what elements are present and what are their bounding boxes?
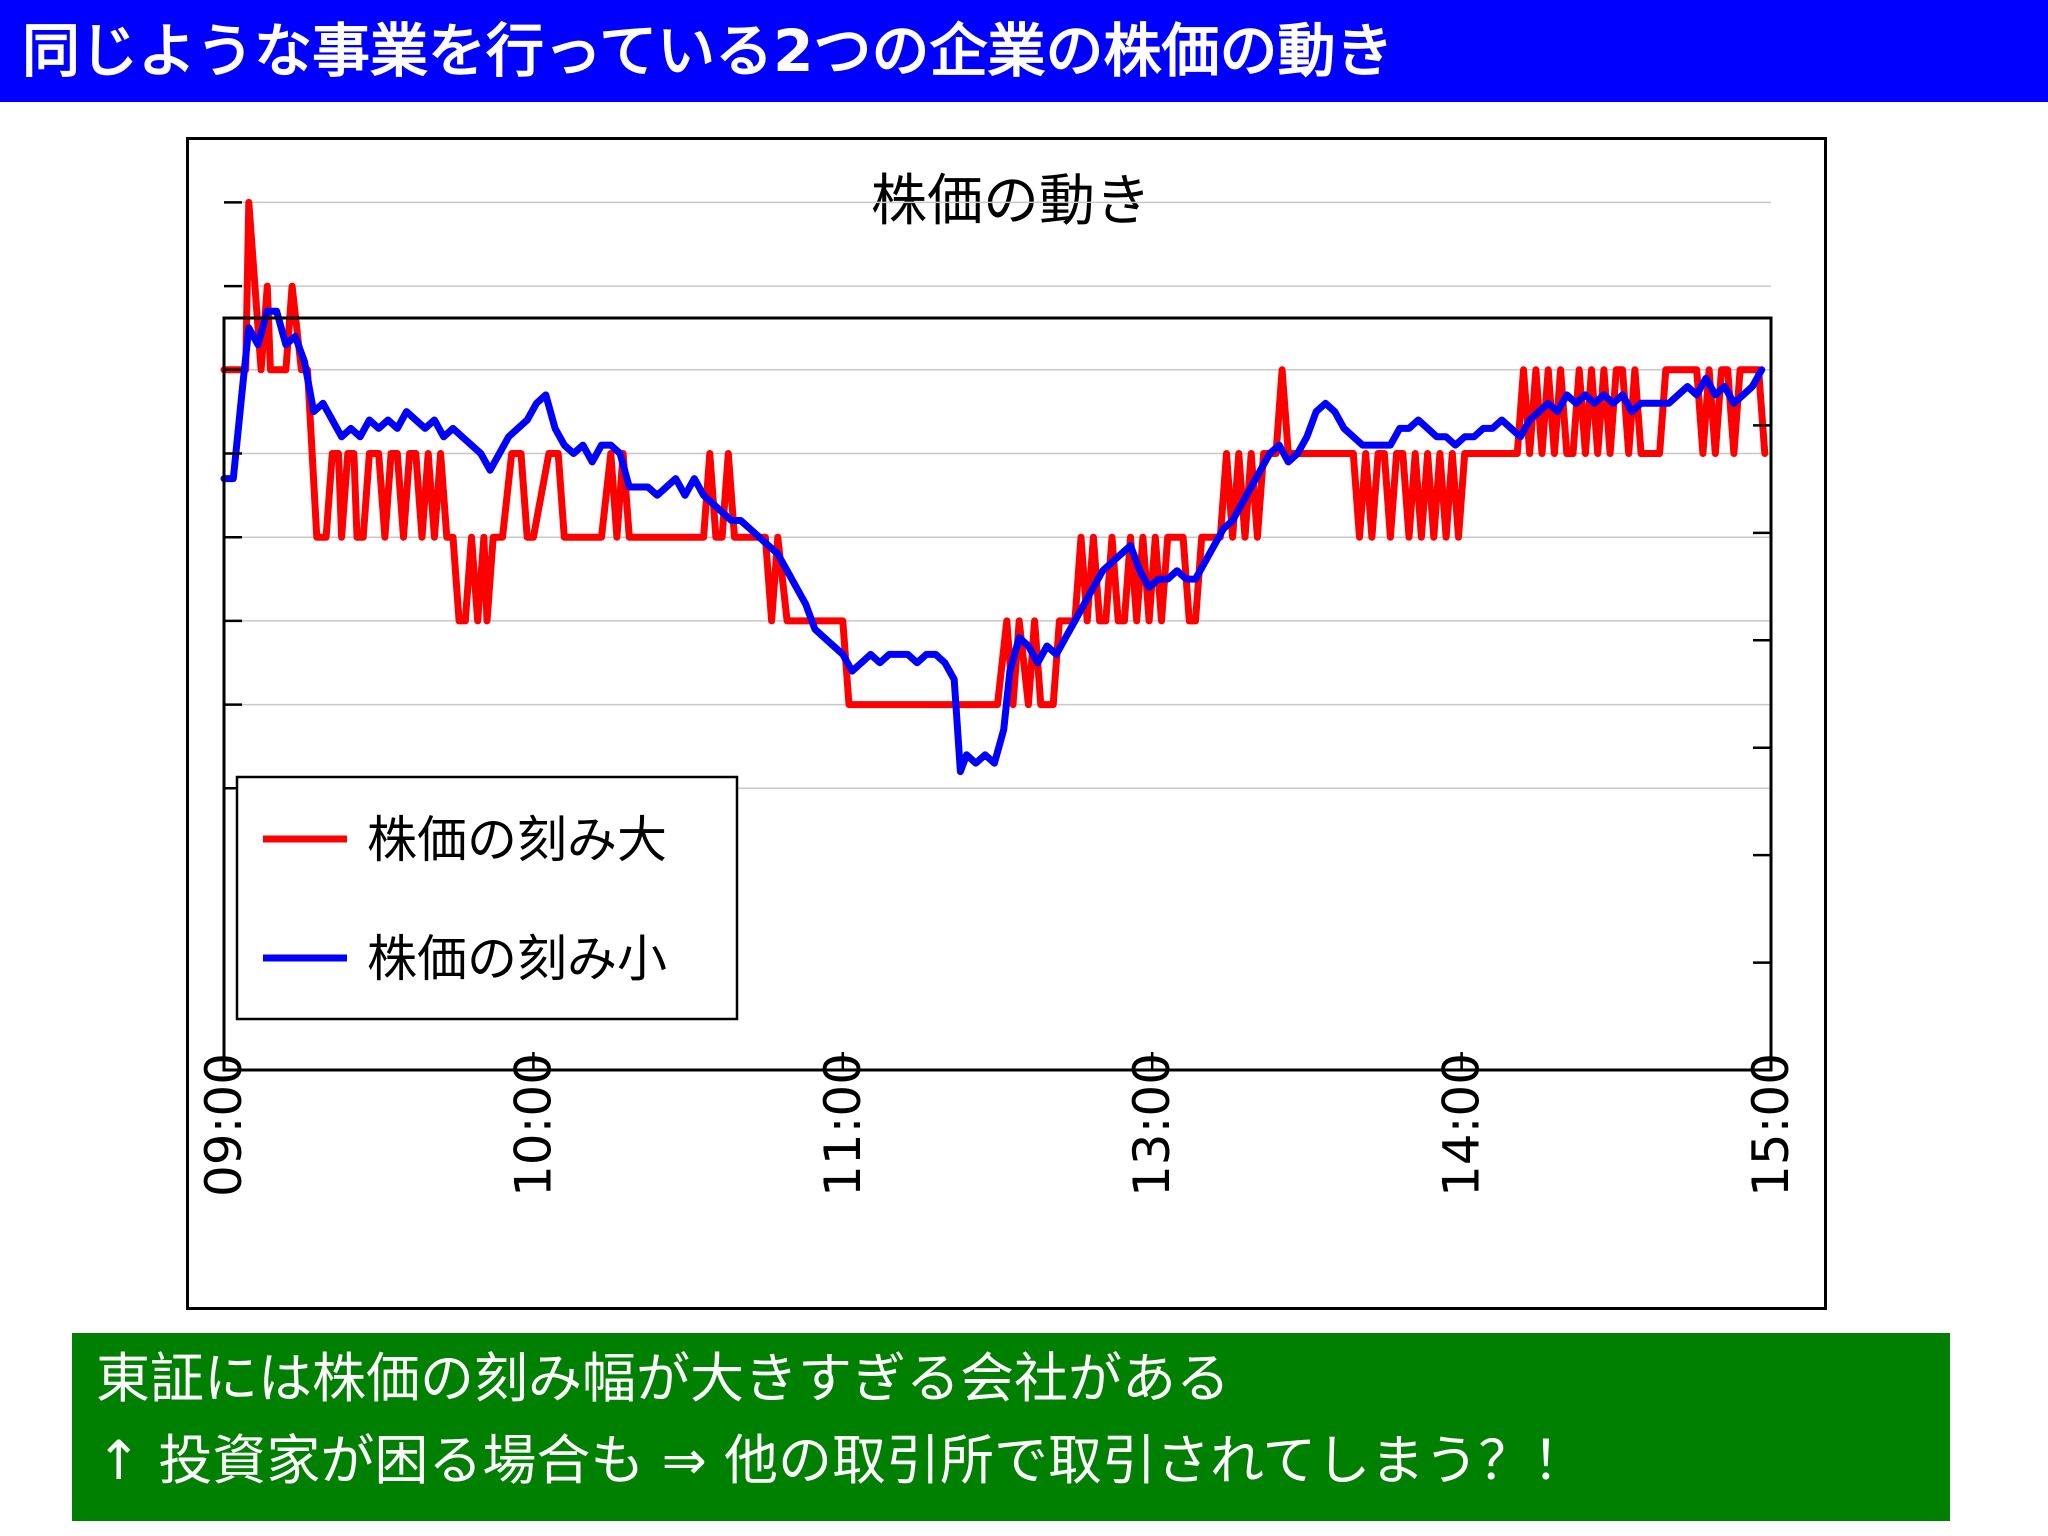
legend-label-large: 株価の刻み大 — [367, 811, 667, 869]
axis-ticks — [222, 201, 1773, 1070]
series-line-small — [220, 307, 1766, 776]
x-tick-label: 10:00 — [504, 1053, 562, 1197]
x-tick-label: 14:00 — [1433, 1053, 1491, 1197]
x-tick-label: 09:00 — [195, 1053, 253, 1197]
x-tick-label: 11:00 — [814, 1053, 872, 1197]
x-tick-label: 15:00 — [1742, 1053, 1800, 1197]
legend-box — [235, 775, 739, 1021]
series-layer — [220, 198, 1769, 776]
header-banner: 同じような事業を行っている2つの企業の株価の動き — [0, 0, 2048, 102]
footer-banner: 東証には株価の刻み幅が大きすぎる会社がある ↑ 投資家が困る場合も ⇒ 他の取引… — [72, 1333, 1950, 1521]
series-line-large — [220, 198, 1769, 709]
stock-price-chart: 株価の動き 09:00 10:00 11:00 13:00 14:00 15:00 株価の… — [195, 169, 1800, 1197]
legend-label-small: 株価の刻み小 — [367, 930, 667, 988]
chart-legend: 株価の刻み大 株価の刻み小 — [235, 775, 739, 1021]
footer-line-1: 東証には株価の刻み幅が大きすぎる会社がある — [96, 1347, 1230, 1410]
footer-line-2: ↑ 投資家が困る場合も ⇒ 他の取引所で取引されてしまう？！ — [96, 1429, 1587, 1492]
chart-title: 株価の動き — [871, 169, 1151, 234]
page-title: 同じような事業を行っている2つの企業の株価の動き — [22, 17, 1394, 85]
x-tick-label: 13:00 — [1123, 1053, 1181, 1197]
plot-area — [222, 316, 1773, 1072]
x-axis-labels: 09:00 10:00 11:00 13:00 14:00 15:00 — [195, 1053, 1800, 1197]
chart-frame: 株価の動き 09:00 10:00 11:00 13:00 14:00 15:00 株価の… — [186, 137, 1827, 1310]
